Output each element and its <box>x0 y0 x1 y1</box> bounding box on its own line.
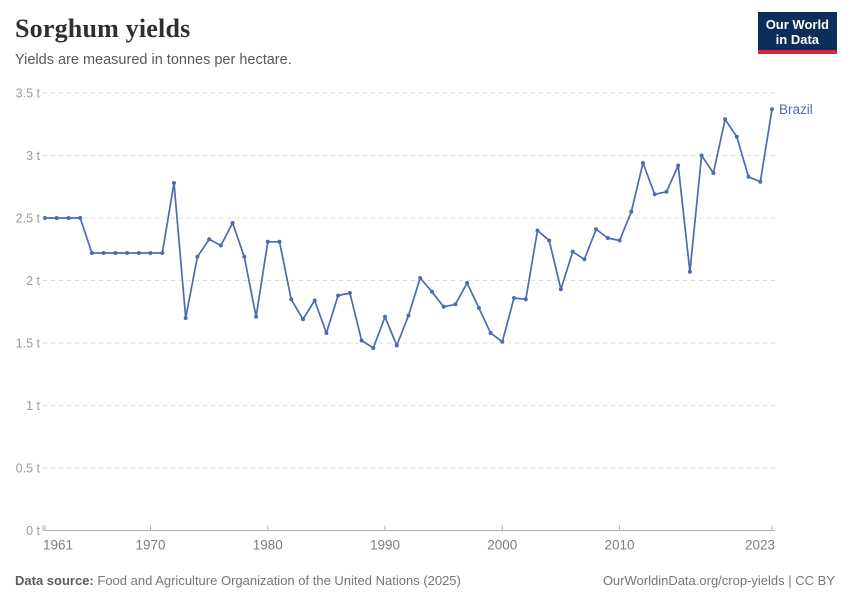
data-point <box>523 297 528 302</box>
data-point <box>770 107 774 112</box>
data-point <box>183 316 188 320</box>
owid-url-link[interactable]: OurWorldinData.org/crop-yields <box>602 573 785 588</box>
x-tick-label: 2023 <box>745 538 775 553</box>
data-point <box>242 254 247 259</box>
data-point <box>207 237 212 242</box>
data-point <box>418 276 423 280</box>
data-point <box>101 251 106 255</box>
data-point <box>265 239 270 244</box>
y-tick-label: 3.5 t <box>16 87 41 101</box>
y-tick-label: 0.5 t <box>16 462 41 476</box>
data-point <box>347 291 352 295</box>
y-tick-label: 3 t <box>26 149 40 163</box>
data-point <box>254 314 259 319</box>
data-point <box>582 257 587 262</box>
brazil-data-line <box>44 108 773 349</box>
data-point <box>617 238 622 243</box>
data-point <box>676 163 681 168</box>
data-point <box>89 251 94 255</box>
data-point <box>547 238 552 243</box>
x-tick-label: 2000 <box>487 538 517 553</box>
owid-logo[interactable]: Our World in Data <box>757 12 837 54</box>
data-point <box>441 304 446 309</box>
data-point <box>641 161 645 165</box>
data-point <box>66 216 71 220</box>
data-point <box>148 251 153 255</box>
data-point <box>312 298 317 303</box>
chart-footer: Data source: Food and Agriculture Organi… <box>0 573 850 588</box>
data-point <box>172 181 176 185</box>
data-point <box>406 313 411 318</box>
data-point <box>324 331 329 335</box>
data-point <box>43 216 47 220</box>
data-point <box>371 346 376 350</box>
data-point <box>125 251 130 255</box>
data-point <box>195 254 200 259</box>
data-point <box>570 249 575 254</box>
data-point <box>746 174 751 179</box>
data-point <box>277 239 282 244</box>
data-point <box>488 331 493 335</box>
data-point <box>465 281 470 285</box>
x-tick-label: 1990 <box>370 538 400 553</box>
data-point <box>54 216 59 220</box>
license-badge: CC BY <box>795 573 835 588</box>
data-point <box>699 153 704 158</box>
footer-right: OurWorldinData.org/crop-yields | CC BY <box>603 573 835 588</box>
data-point <box>476 306 481 310</box>
x-tick-label: 1961 <box>43 538 73 553</box>
data-point <box>664 189 669 194</box>
data-source-value: Food and Agriculture Organization of the… <box>97 573 461 588</box>
data-source: Data source: Food and Agriculture Organi… <box>15 573 461 588</box>
data-point <box>594 227 599 232</box>
data-point <box>711 171 716 175</box>
series-label-brazil: Brazil <box>779 102 813 117</box>
data-point <box>394 343 399 348</box>
data-point <box>453 302 458 307</box>
data-point <box>430 289 434 294</box>
data-point <box>136 251 141 255</box>
y-tick-label: 2.5 t <box>16 212 41 226</box>
data-point <box>383 314 387 319</box>
x-tick-label: 1980 <box>253 538 283 553</box>
data-point <box>160 251 165 255</box>
data-point <box>629 209 634 214</box>
data-point <box>723 117 728 122</box>
y-tick-label: 1 t <box>26 399 40 413</box>
owid-logo-line2: in Data <box>775 32 820 47</box>
y-tick-label: 1.5 t <box>16 337 41 351</box>
data-point <box>218 243 223 248</box>
data-point <box>687 269 692 274</box>
data-point <box>652 192 657 197</box>
data-point <box>500 339 505 344</box>
data-point <box>605 236 610 240</box>
data-point <box>289 297 294 302</box>
page-title: Sorghum yields <box>15 14 191 43</box>
x-tick-label: 1970 <box>136 538 166 553</box>
data-point <box>78 216 83 220</box>
y-tick-label: 0 t <box>26 524 40 538</box>
y-tick-label: 2 t <box>26 274 40 288</box>
data-point <box>230 221 235 225</box>
data-point <box>535 228 540 233</box>
data-source-label: Data source: <box>15 573 94 588</box>
footer-separator: | <box>784 573 796 588</box>
chart-subtitle: Yields are measured in tonnes per hectar… <box>15 52 292 68</box>
x-tick-label: 2010 <box>605 538 635 553</box>
data-point <box>113 251 118 255</box>
owid-logo-line1: Our World <box>765 17 829 32</box>
data-point <box>336 293 341 298</box>
data-point <box>734 134 739 139</box>
data-point <box>512 296 516 300</box>
data-point <box>301 317 305 322</box>
data-point <box>558 287 563 292</box>
data-point <box>758 179 763 184</box>
data-point <box>359 338 364 343</box>
